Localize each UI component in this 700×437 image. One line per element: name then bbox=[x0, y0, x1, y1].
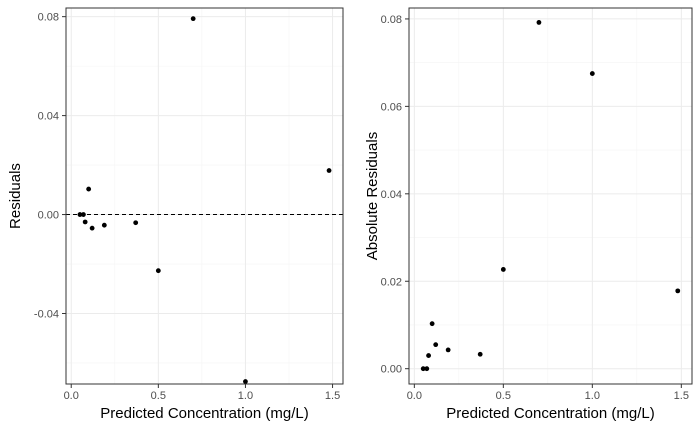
panel2-x-axis-title: Predicted Concentration (mg/L) bbox=[446, 405, 654, 422]
panel2-x-tick-label: 1.0 bbox=[585, 390, 600, 402]
panel1-data-point bbox=[86, 186, 92, 192]
panel1-x-axis-title: Predicted Concentration (mg/L) bbox=[100, 405, 308, 422]
panel1-data-point bbox=[243, 379, 248, 384]
panel1-x-tick-label: 0.5 bbox=[151, 390, 166, 402]
panel2-data-point bbox=[426, 353, 431, 358]
panel2-border bbox=[408, 7, 693, 385]
panel2-background bbox=[409, 8, 692, 384]
panel2-data-point bbox=[429, 321, 435, 327]
panel1-background bbox=[66, 8, 343, 384]
panel2-x-tick-label: 0.0 bbox=[407, 390, 422, 402]
panel2-data-point bbox=[433, 342, 439, 348]
panel1-group: 0.0 0.5 1.0 1.5 -0.04 0.00 0.04 0.08 Predicted C… bbox=[7, 7, 344, 422]
panel1-y-tick-label: -0.04 bbox=[34, 309, 59, 321]
panel2-data-point bbox=[500, 267, 506, 272]
panel2-group: 0.0 0.5 1.0 1.5 0.00 0.02 0.04 0.06 0.08 Predicte… bbox=[364, 7, 693, 422]
panel2-y-tick-label: 0.08 bbox=[381, 14, 402, 26]
panel1-data-point bbox=[77, 212, 83, 217]
panel1-data-point bbox=[133, 220, 139, 226]
panel2-data-point bbox=[477, 351, 483, 357]
panel2-data-point bbox=[536, 20, 542, 25]
panel2-data-point bbox=[424, 366, 430, 372]
panel1-y-tick-label: 0.00 bbox=[38, 210, 59, 222]
panel1-data-point bbox=[155, 268, 161, 274]
panel1-data-point bbox=[81, 212, 86, 217]
panel2-data-point bbox=[420, 366, 426, 372]
panel2-x-tick-label: 1.5 bbox=[674, 390, 689, 402]
panel1-y-tick-label: 0.08 bbox=[38, 12, 59, 24]
panel1-data-point bbox=[89, 225, 95, 231]
panel2-data-point bbox=[675, 288, 681, 294]
panel2-y-tick-label: 0.06 bbox=[381, 101, 402, 113]
panel1-data-point bbox=[326, 168, 332, 173]
panel2-x-tick-label: 0.5 bbox=[496, 390, 511, 402]
panel2-y-tick-label: 0.04 bbox=[381, 189, 402, 201]
panel1-y-axis-title: Residuals bbox=[7, 163, 24, 229]
panel1-data-point bbox=[101, 222, 107, 228]
panel2-y-axis-title: Absolute Residuals bbox=[364, 132, 381, 260]
panel1-x-tick-label: 1.0 bbox=[238, 390, 253, 402]
panel2-data-point bbox=[445, 347, 451, 353]
panel1-x-tick-label: 0.0 bbox=[64, 390, 79, 402]
panel1-data-point bbox=[190, 16, 196, 22]
panel1-y-tick-label: 0.04 bbox=[38, 111, 59, 123]
panel1-border bbox=[65, 7, 344, 385]
panel2-y-tick-label: 0.02 bbox=[381, 276, 402, 288]
panel2-data-point bbox=[589, 71, 595, 76]
panel2-y-tick-label: 0.00 bbox=[381, 364, 402, 376]
panel1-x-tick-label: 1.5 bbox=[325, 390, 340, 402]
panel1-data-point bbox=[82, 219, 88, 225]
